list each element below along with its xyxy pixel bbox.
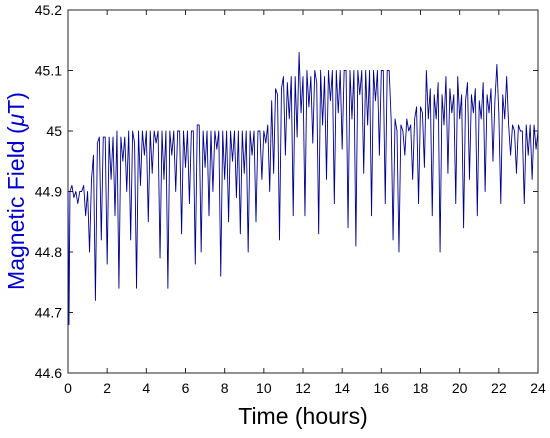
x-tick-label: 14 [334, 380, 350, 396]
y-tick-label: 44.7 [35, 305, 62, 321]
x-tick-label: 18 [413, 380, 429, 396]
y-axis-ticks: 44.6 44.7 44.8 44.9 45 45.1 45.2 [35, 2, 538, 381]
y-tick-label: 45.2 [35, 2, 62, 18]
y-tick-label: 44.6 [35, 365, 62, 381]
x-tick-label: 6 [182, 380, 190, 396]
x-tick-label: 10 [256, 380, 272, 396]
y-axis-label-text: Magnetic Field ( [3, 126, 29, 290]
y-tick-label: 44.9 [35, 184, 62, 200]
plot-area [67, 9, 539, 374]
x-tick-label: 22 [491, 380, 507, 396]
x-tick-label: 20 [452, 380, 468, 396]
y-tick-label: 45 [46, 123, 62, 139]
y-axis-label: Magnetic Field (μT) [3, 92, 29, 290]
x-tick-label: 12 [295, 380, 311, 396]
y-tick-label: 44.8 [35, 244, 62, 260]
x-axis-ticks: 0 2 4 6 8 10 12 14 16 18 20 22 24 [64, 10, 546, 396]
x-tick-label: 4 [142, 380, 150, 396]
x-tick-label: 0 [64, 380, 72, 396]
magnetic-field-series-line [67, 51, 539, 326]
x-tick-label: 2 [103, 380, 111, 396]
y-tick-label: 45.1 [35, 63, 62, 79]
x-tick-label: 16 [374, 380, 390, 396]
y-axis-label-mu: μ [3, 113, 29, 127]
y-axis-label-unit: T) [3, 92, 29, 114]
x-tick-label: 8 [221, 380, 229, 396]
x-axis-label: Time (hours) [238, 403, 368, 429]
x-tick-label: 24 [530, 380, 546, 396]
